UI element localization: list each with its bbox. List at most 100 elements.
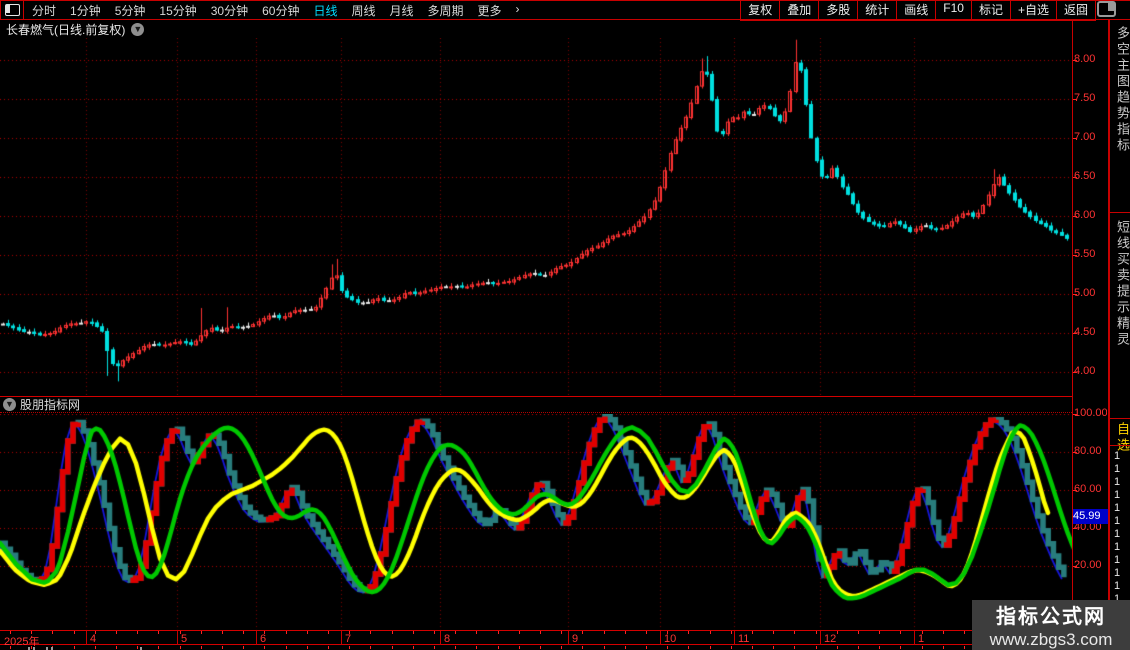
chevron-down-icon[interactable]: ▼	[3, 398, 16, 411]
week-tick	[31, 631, 32, 634]
toolbar-button[interactable]: +自选	[1009, 0, 1057, 21]
edge-tick	[370, 646, 371, 649]
period-menu-item[interactable]: 分时	[32, 3, 57, 18]
year-label: 2025年	[4, 636, 40, 648]
week-tick	[370, 631, 371, 634]
clipped-text-fragment	[140, 647, 142, 650]
week-tick	[540, 631, 541, 634]
week-tick	[10, 631, 11, 634]
period-menu-item[interactable]: 多周期	[427, 3, 464, 18]
chevron-down-icon[interactable]: ▼	[131, 22, 145, 36]
week-tick	[243, 631, 244, 634]
edge-tick	[434, 646, 435, 649]
month-label: 10	[664, 633, 677, 645]
period-menu-item[interactable]: 30分钟	[210, 3, 249, 18]
week-tick	[434, 631, 435, 634]
toolbar-button[interactable]: 叠加	[779, 0, 820, 21]
watermark-url: www.zbgs3.com	[989, 630, 1113, 649]
right-sidebar-strip: 多空主图趋势指标短线买卖提示精灵自选11111111111111	[1109, 20, 1130, 650]
edge-tick	[476, 646, 477, 649]
week-tick	[201, 631, 202, 634]
indicator-axis-label: 20.00	[1074, 559, 1102, 571]
edge-tick	[10, 646, 11, 649]
diamond-icon[interactable]: ◇	[1077, 1, 1087, 16]
week-tick	[604, 631, 605, 634]
edge-tick	[540, 646, 541, 649]
axis-tick	[1072, 138, 1077, 139]
axis-separator-line	[1072, 20, 1073, 631]
indicator-name[interactable]: 股朋指标网	[20, 398, 81, 412]
month-divider	[568, 631, 569, 645]
week-tick	[95, 631, 96, 634]
edge-tick	[349, 646, 350, 649]
week-tick	[498, 631, 499, 634]
week-tick	[879, 631, 880, 634]
edge-tick	[158, 646, 159, 649]
week-tick	[900, 631, 901, 634]
edge-tick	[561, 646, 562, 649]
axis-tick	[1072, 216, 1077, 217]
toolbar-button[interactable]: F10	[935, 0, 972, 21]
toolbar-button[interactable]: 复权	[740, 0, 781, 21]
axis-tick	[1072, 60, 1077, 61]
edge-tick	[879, 646, 880, 649]
week-tick	[413, 631, 414, 634]
edge-tick	[243, 646, 244, 649]
period-menu-item[interactable]: 日线	[313, 3, 338, 18]
price-axis-label: 7.00	[1074, 131, 1096, 143]
edge-tick	[582, 646, 583, 649]
month-divider	[820, 631, 821, 645]
month-divider	[734, 631, 735, 645]
edge-tick	[710, 646, 711, 649]
toolbar-button[interactable]: 标记	[970, 0, 1011, 21]
month-divider	[86, 631, 87, 645]
toolbar-button[interactable]: 统计	[857, 0, 898, 21]
strip-divider	[1110, 418, 1130, 419]
toolbar-button[interactable]: 返回	[1055, 0, 1096, 21]
month-label: 1	[918, 633, 925, 645]
sidebar-vertical-tab[interactable]: 多空主图趋势指标	[1115, 26, 1130, 154]
week-tick	[116, 631, 117, 634]
month-label: 4	[90, 633, 97, 645]
indicator-chart[interactable]	[0, 414, 1072, 631]
edge-tick	[837, 646, 838, 649]
period-menu-item[interactable]: 周线	[351, 3, 376, 18]
week-tick	[688, 631, 689, 634]
period-menu: 分时 1分钟 5分钟 15分钟 30分钟 60分钟 日线 周线 月线 多周期 更多 ›	[32, 2, 741, 19]
indicator-value-badge: 45.99	[1073, 509, 1108, 524]
window-split-icon[interactable]	[0, 1, 24, 19]
edge-tick	[816, 646, 817, 649]
week-tick	[731, 631, 732, 634]
week-tick	[561, 631, 562, 634]
week-tick	[773, 631, 774, 634]
toolbar-button[interactable]: 多股	[818, 0, 859, 21]
period-menu-item[interactable]: 更多	[477, 3, 502, 18]
month-divider	[914, 631, 915, 645]
clipped-text-fragment	[33, 647, 35, 650]
price-axis-label: 8.00	[1074, 53, 1096, 65]
week-tick	[74, 631, 75, 634]
period-menu-item[interactable]: 15分钟	[159, 3, 197, 18]
panel-toggle-icon[interactable]	[1097, 1, 1116, 17]
period-menu-item[interactable]: 1分钟	[70, 3, 101, 18]
sidebar-vertical-tab[interactable]: 短线买卖提示精灵	[1115, 220, 1130, 348]
period-menu-item[interactable]: ›	[515, 1, 520, 16]
indicator-axis-label: 40.00	[1074, 521, 1102, 533]
axis-tick	[1072, 566, 1077, 567]
week-tick	[943, 631, 944, 634]
period-menu-item[interactable]: 5分钟	[114, 3, 146, 18]
toolbar-button[interactable]: 画线	[896, 0, 937, 21]
main-candlestick-chart[interactable]	[0, 38, 1072, 395]
week-tick	[264, 631, 265, 634]
edge-tick	[922, 646, 923, 649]
sidebar-vertical-tab[interactable]: 自选	[1115, 422, 1130, 454]
edge-tick	[413, 646, 414, 649]
period-menu-item[interactable]: 60分钟	[262, 3, 300, 18]
week-tick	[180, 631, 181, 634]
month-label: 9	[572, 633, 579, 645]
period-menu-item[interactable]: 月线	[389, 3, 414, 18]
axis-tick	[1072, 255, 1077, 256]
price-axis-label: 5.00	[1074, 287, 1096, 299]
week-tick	[816, 631, 817, 634]
